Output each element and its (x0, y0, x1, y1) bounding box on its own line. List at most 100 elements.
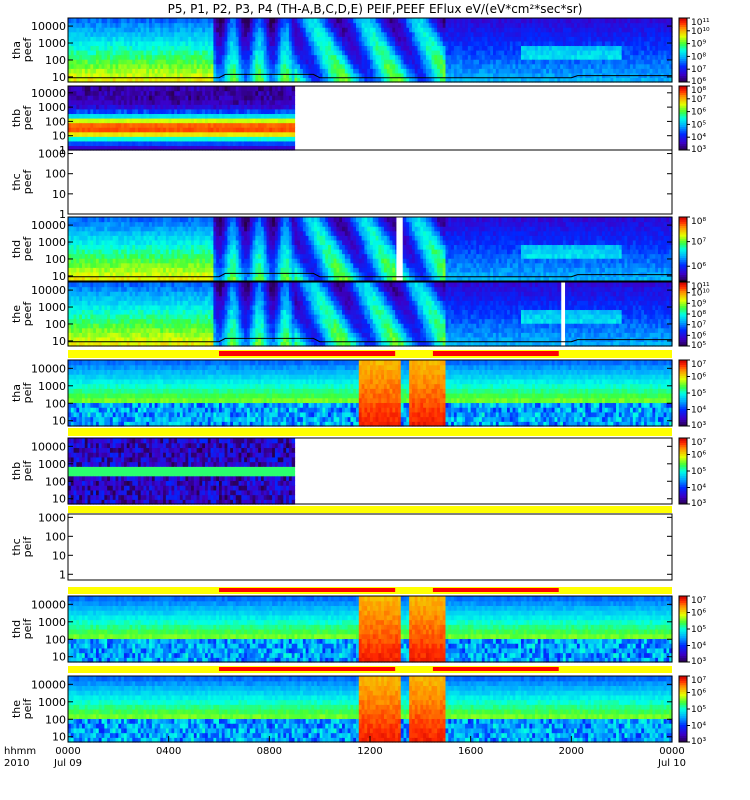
heatmap-cell (322, 31, 326, 37)
heatmap-cell (434, 54, 438, 60)
heatmap-cell (109, 136, 114, 142)
heatmap-cell (79, 63, 83, 69)
heatmap-cell (291, 99, 296, 105)
heatmap-cell (165, 136, 170, 142)
colorbar-swatch (679, 100, 687, 104)
heatmap-cell (400, 36, 405, 42)
heatmap-cell (420, 22, 424, 28)
heatmap-cell (193, 217, 198, 223)
heatmap-cell (666, 50, 670, 56)
heatmap-cell (132, 99, 136, 105)
heatmap-cell (627, 68, 631, 74)
heatmap-cell (193, 36, 198, 42)
heatmap-cell (557, 18, 561, 24)
heatmap-cell (210, 145, 215, 151)
heatmap-cell (135, 244, 139, 250)
heatmap-cell (79, 54, 83, 60)
heatmap-cell (87, 140, 91, 147)
heatmap-cell (104, 267, 108, 273)
heatmap-cell (221, 145, 226, 151)
heatmap-cell (81, 221, 86, 227)
colorbar-swatch (679, 79, 687, 83)
heatmap-cell (79, 258, 83, 264)
heatmap-cell (302, 45, 307, 51)
heatmap-cell (196, 99, 201, 105)
heatmap-cell (627, 45, 631, 51)
heatmap-cell (232, 122, 237, 128)
heatmap-cell (532, 27, 536, 33)
heatmap-cell (459, 68, 463, 74)
heatmap-cell (358, 31, 363, 37)
heatmap-cell (277, 118, 282, 124)
heatmap-cell (160, 113, 164, 119)
heatmap-cell (571, 77, 575, 83)
heatmap-cell (123, 235, 128, 241)
heatmap-cell (383, 59, 388, 65)
heatmap-cell (406, 68, 410, 74)
heatmap-cell (266, 95, 270, 101)
heatmap-cell (235, 108, 240, 115)
heatmap-cell (95, 226, 100, 232)
heatmap-cell (93, 276, 97, 282)
heatmap-cell (557, 36, 561, 42)
heatmap-cell (532, 36, 536, 42)
colorbar-tick-label: 10¹¹ (691, 18, 710, 28)
heatmap-cell (109, 221, 114, 227)
heatmap-cell (154, 145, 159, 151)
heatmap-cell (73, 90, 77, 96)
heatmap-cell (372, 59, 377, 65)
heatmap-cell (616, 68, 620, 74)
heatmap-cell (593, 59, 598, 65)
heatmap-cell (224, 118, 228, 124)
heatmap-cell (252, 72, 256, 79)
heatmap-cell (274, 127, 279, 133)
heatmap-cell (521, 77, 525, 83)
heatmap-cell (90, 104, 94, 110)
heatmap-cell (294, 63, 298, 69)
heatmap-cell (518, 59, 522, 65)
heatmap-cell (451, 40, 455, 47)
heatmap-cell (286, 118, 290, 124)
heatmap-cell (300, 54, 304, 60)
heatmap-cell (512, 63, 517, 69)
heatmap-cell (448, 77, 452, 83)
heatmap-cell (565, 27, 570, 33)
heatmap-cell (160, 217, 164, 223)
heatmap-cell (487, 45, 491, 51)
heatmap-cell (182, 118, 187, 124)
heatmap-cell (534, 36, 539, 42)
heatmap-cell (191, 86, 195, 92)
heatmap-cell (238, 127, 242, 133)
heatmap-cell (378, 77, 382, 83)
heatmap-cell (76, 31, 80, 37)
heatmap-cell (107, 40, 111, 47)
heatmap-cell (487, 50, 491, 56)
heatmap-cell (241, 131, 245, 137)
heatmap-cell (481, 77, 486, 83)
heatmap-cell (151, 72, 156, 79)
heatmap-cell (439, 72, 444, 79)
heatmap-cell (191, 122, 195, 128)
heatmap-cell (521, 31, 525, 37)
heatmap-cell (177, 99, 181, 105)
heatmap-cell (76, 72, 80, 79)
heatmap-cell (288, 145, 293, 151)
heatmap-cell (434, 72, 438, 79)
heatmap-cell (297, 77, 301, 83)
heatmap-cell (210, 31, 215, 37)
heatmap-cell (291, 104, 296, 110)
heatmap-cell (213, 118, 217, 124)
heatmap-cell (93, 90, 97, 96)
heatmap-cell (121, 253, 125, 259)
heatmap-cell (210, 27, 215, 33)
heatmap-cell (344, 77, 349, 83)
heatmap-cell (224, 113, 228, 119)
heatmap-cell (160, 63, 164, 69)
heatmap-cell (347, 36, 352, 42)
heatmap-cell (288, 118, 293, 124)
heatmap-cell (439, 36, 444, 42)
heatmap-cell (191, 22, 195, 28)
heatmap-cell (179, 22, 184, 28)
heatmap-cell (232, 90, 237, 96)
heatmap-cell (202, 145, 206, 151)
